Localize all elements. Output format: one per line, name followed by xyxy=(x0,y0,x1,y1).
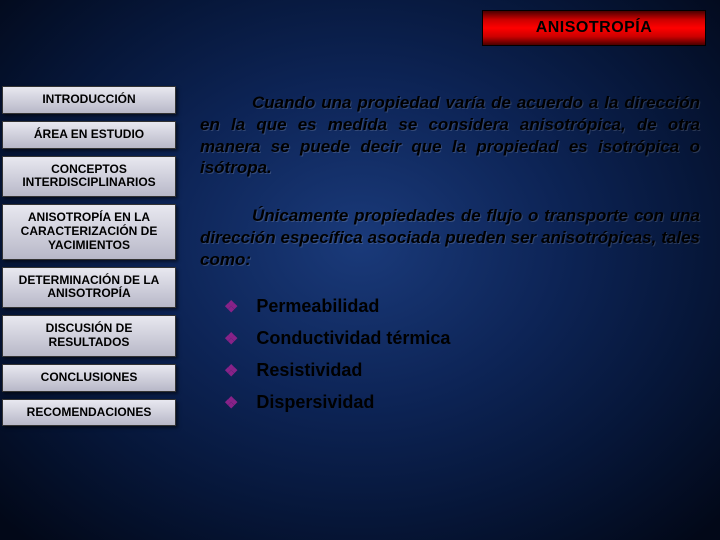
sidebar-item-determinacion[interactable]: DETERMINACIÓN DE LA ANISOTROPÍA xyxy=(2,267,176,309)
sidebar-item-label: RECOMENDACIONES xyxy=(27,405,152,419)
properties-list: ❖ Permeabilidad ❖ Conductividad térmica … xyxy=(224,296,700,413)
list-item-text: Permeabilidad xyxy=(256,296,379,317)
list-item: ❖ Conductividad térmica xyxy=(224,328,700,349)
paragraph-definition: Cuando una propiedad varía de acuerdo a … xyxy=(200,92,700,179)
header-title-badge: ANISOTROPÍA xyxy=(482,10,706,46)
sidebar-item-label: INTRODUCCIÓN xyxy=(42,92,135,106)
sidebar-item-conceptos[interactable]: CONCEPTOS INTERDISCIPLINARIOS xyxy=(2,156,176,198)
paragraph-properties-intro: Únicamente propiedades de flujo o transp… xyxy=(200,205,700,270)
sidebar-item-label: DISCUSIÓN DE RESULTADOS xyxy=(46,321,133,349)
diamond-bullet-icon: ❖ xyxy=(224,329,238,349)
list-item-text: Resistividad xyxy=(256,360,362,381)
sidebar-item-label: ÁREA EN ESTUDIO xyxy=(34,127,144,141)
sidebar-item-label: ANISOTROPÍA EN LA CARACTERIZACIÓN DE YAC… xyxy=(21,210,158,252)
sidebar-item-label: CONCLUSIONES xyxy=(41,370,138,384)
list-item: ❖ Resistividad xyxy=(224,360,700,381)
slide-container: ANISOTROPÍA INTRODUCCIÓN ÁREA EN ESTUDIO… xyxy=(0,0,720,540)
sidebar-item-area-estudio[interactable]: ÁREA EN ESTUDIO xyxy=(2,121,176,149)
sidebar-item-introduccion[interactable]: INTRODUCCIÓN xyxy=(2,86,176,114)
diamond-bullet-icon: ❖ xyxy=(224,393,238,413)
sidebar-item-discusion[interactable]: DISCUSIÓN DE RESULTADOS xyxy=(2,315,176,357)
sidebar-nav: INTRODUCCIÓN ÁREA EN ESTUDIO CONCEPTOS I… xyxy=(2,86,176,426)
main-content: Cuando una propiedad varía de acuerdo a … xyxy=(200,92,700,424)
list-item: ❖ Permeabilidad xyxy=(224,296,700,317)
diamond-bullet-icon: ❖ xyxy=(224,297,238,317)
list-item-text: Conductividad térmica xyxy=(256,328,450,349)
sidebar-item-anisotropia-caracterizacion[interactable]: ANISOTROPÍA EN LA CARACTERIZACIÓN DE YAC… xyxy=(2,204,176,259)
sidebar-item-conclusiones[interactable]: CONCLUSIONES xyxy=(2,364,176,392)
diamond-bullet-icon: ❖ xyxy=(224,361,238,381)
header-title-text: ANISOTROPÍA xyxy=(536,19,653,37)
list-item: ❖ Dispersividad xyxy=(224,392,700,413)
list-item-text: Dispersividad xyxy=(256,392,374,413)
sidebar-item-label: CONCEPTOS INTERDISCIPLINARIOS xyxy=(22,162,155,190)
sidebar-item-label: DETERMINACIÓN DE LA ANISOTROPÍA xyxy=(19,273,160,301)
sidebar-item-recomendaciones[interactable]: RECOMENDACIONES xyxy=(2,399,176,427)
